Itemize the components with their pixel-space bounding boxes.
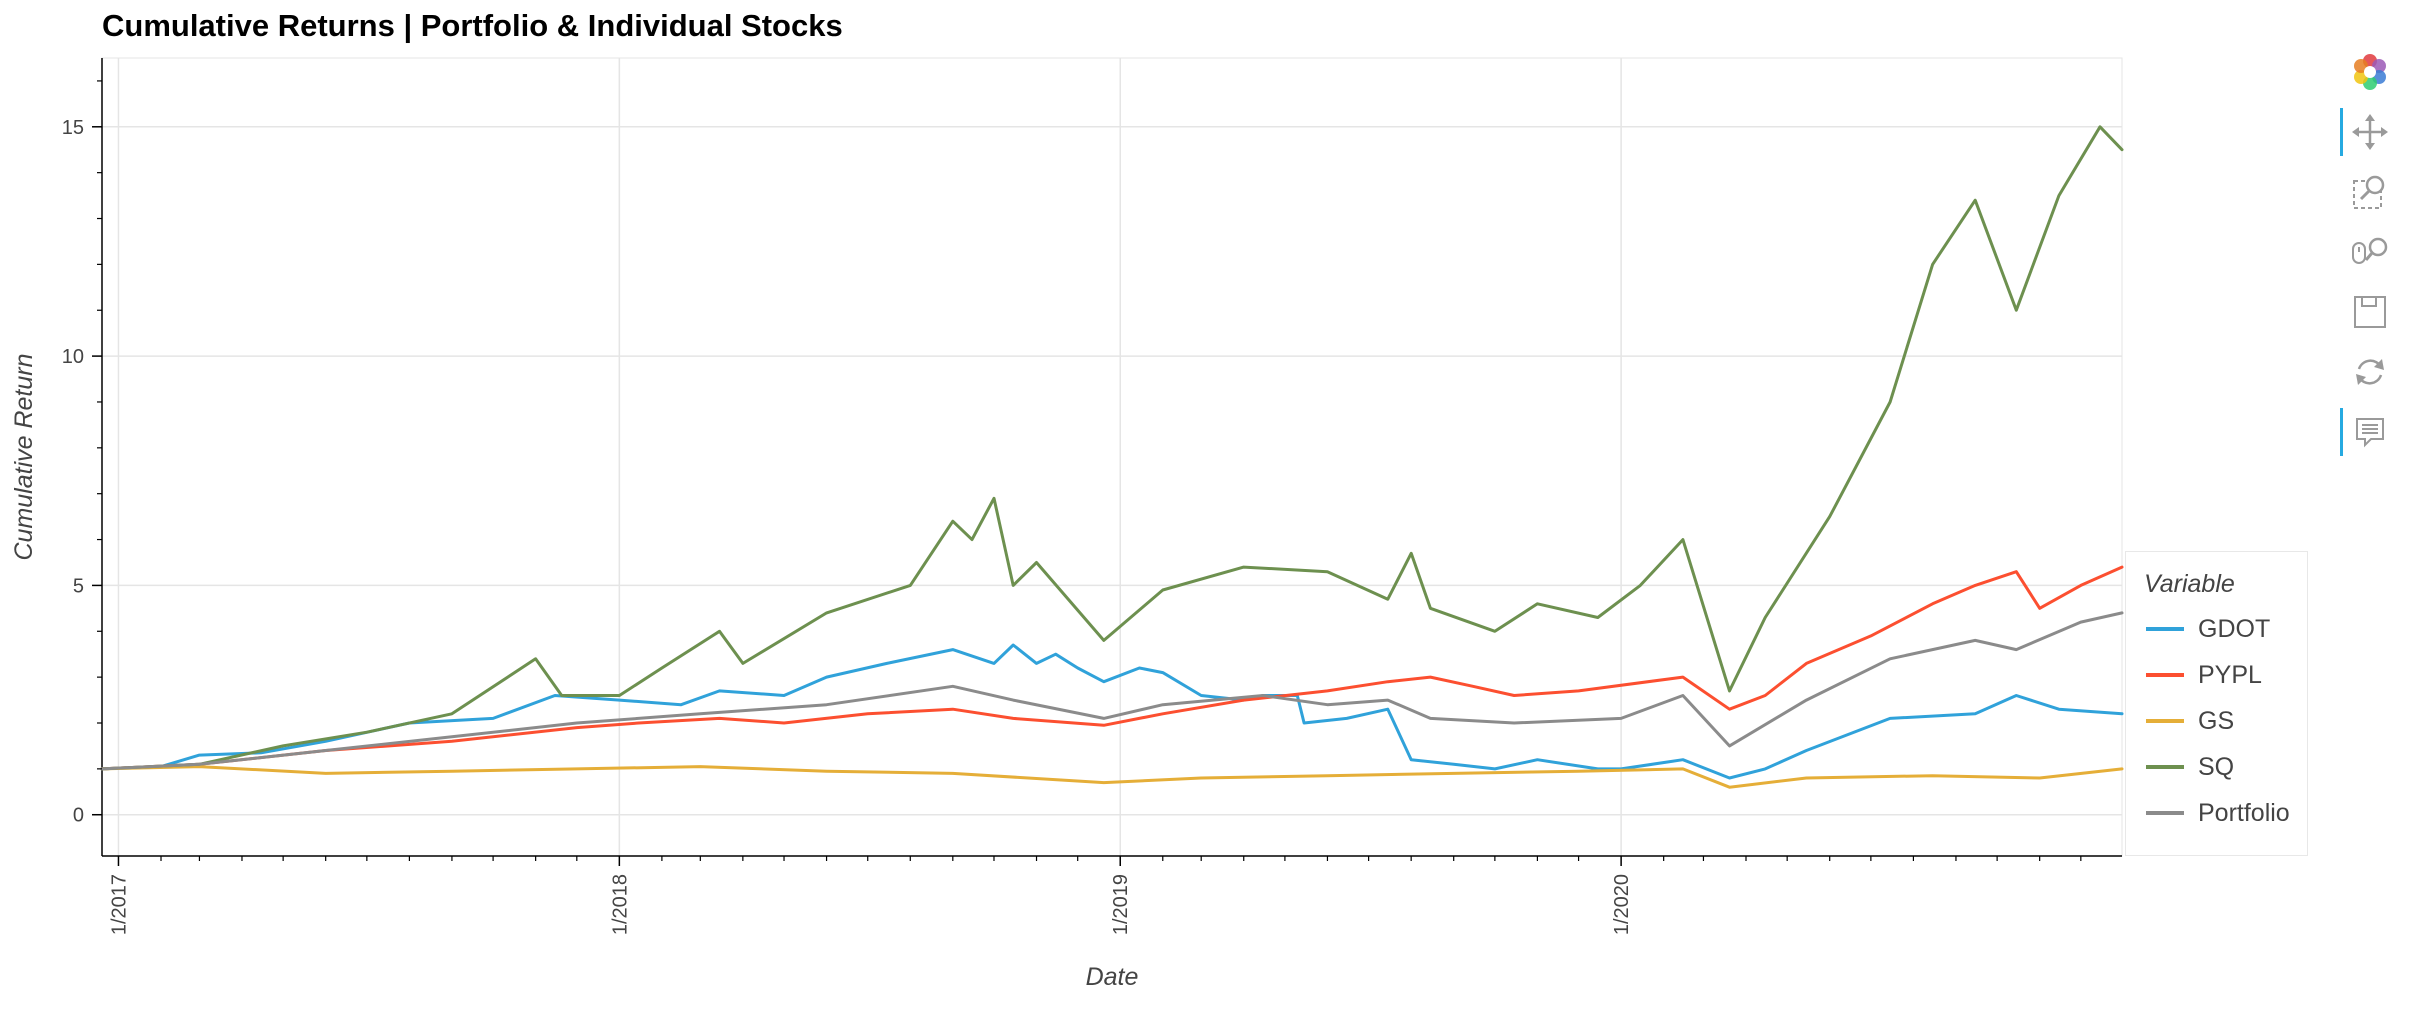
series-line-gdot [100, 643, 2124, 780]
save-tool-button[interactable] [2346, 288, 2394, 336]
y-tick-label: 10 [62, 346, 84, 368]
legend-label: PYPL [2198, 660, 2262, 689]
box-zoom-icon [2353, 175, 2385, 209]
legend-swatch [2146, 673, 2184, 677]
reset-tool-button[interactable] [2346, 348, 2394, 396]
y-tick-label: 5 [73, 575, 84, 597]
hover-icon [2356, 418, 2384, 448]
legend-swatch [2146, 811, 2184, 815]
x-tick-label: 1/2018 [609, 874, 631, 935]
bokeh-logo-button[interactable] [2346, 48, 2394, 96]
legend-item-pypl[interactable]: PYPL [2146, 660, 2262, 690]
legend-swatch [2146, 627, 2184, 631]
x-tick-label: 1/2017 [108, 874, 130, 935]
legend-swatch [2146, 719, 2184, 723]
ticks: 0 5 10 15 1/2017 1/2018 1/2019 1/2020 [62, 80, 2082, 935]
hover-tool-button[interactable] [2340, 408, 2394, 456]
series-line-portfolio [100, 611, 2124, 771]
x-tick-label: 1/2019 [1110, 874, 1132, 935]
legend-item-sq[interactable]: SQ [2146, 752, 2234, 782]
legend-swatch [2146, 765, 2184, 769]
legend: Variable GDOT PYPL GS SQ Portfolio [2125, 551, 2308, 856]
legend-item-gdot[interactable]: GDOT [2146, 614, 2270, 644]
toolbar [2340, 48, 2410, 488]
series-line-pypl [100, 565, 2124, 771]
x-tick-label: 1/2020 [1611, 874, 1633, 935]
bokeh-logo-icon [2354, 54, 2386, 90]
series-line-gs [100, 765, 2124, 789]
series-layer [100, 125, 2124, 789]
legend-title: Variable [2144, 570, 2235, 598]
chart-title: Cumulative Returns | Portfolio & Individ… [102, 8, 843, 43]
legend-item-portfolio[interactable]: Portfolio [2146, 798, 2290, 828]
grid [102, 58, 2122, 856]
legend-item-gs[interactable]: GS [2146, 706, 2234, 736]
wheel-zoom-icon [2352, 237, 2388, 264]
box-zoom-tool-button[interactable] [2346, 168, 2394, 216]
series-line-sq [100, 125, 2124, 771]
save-icon [2354, 296, 2386, 328]
reset-icon [2356, 359, 2384, 385]
pan-tool-button[interactable] [2340, 108, 2394, 156]
legend-label: SQ [2198, 752, 2235, 781]
y-axis-label: Cumulative Return [10, 353, 38, 560]
plot-frame [101, 57, 2123, 857]
y-tick-label: 0 [73, 805, 84, 827]
y-tick-label: 15 [62, 117, 84, 139]
wheel-zoom-tool-button[interactable] [2346, 228, 2394, 276]
pan-icon [2352, 114, 2388, 150]
legend-label: Portfolio [2198, 798, 2290, 827]
legend-label: GDOT [2198, 614, 2271, 643]
legend-label: GS [2198, 706, 2235, 735]
x-axis-label: Date [1086, 963, 1139, 991]
